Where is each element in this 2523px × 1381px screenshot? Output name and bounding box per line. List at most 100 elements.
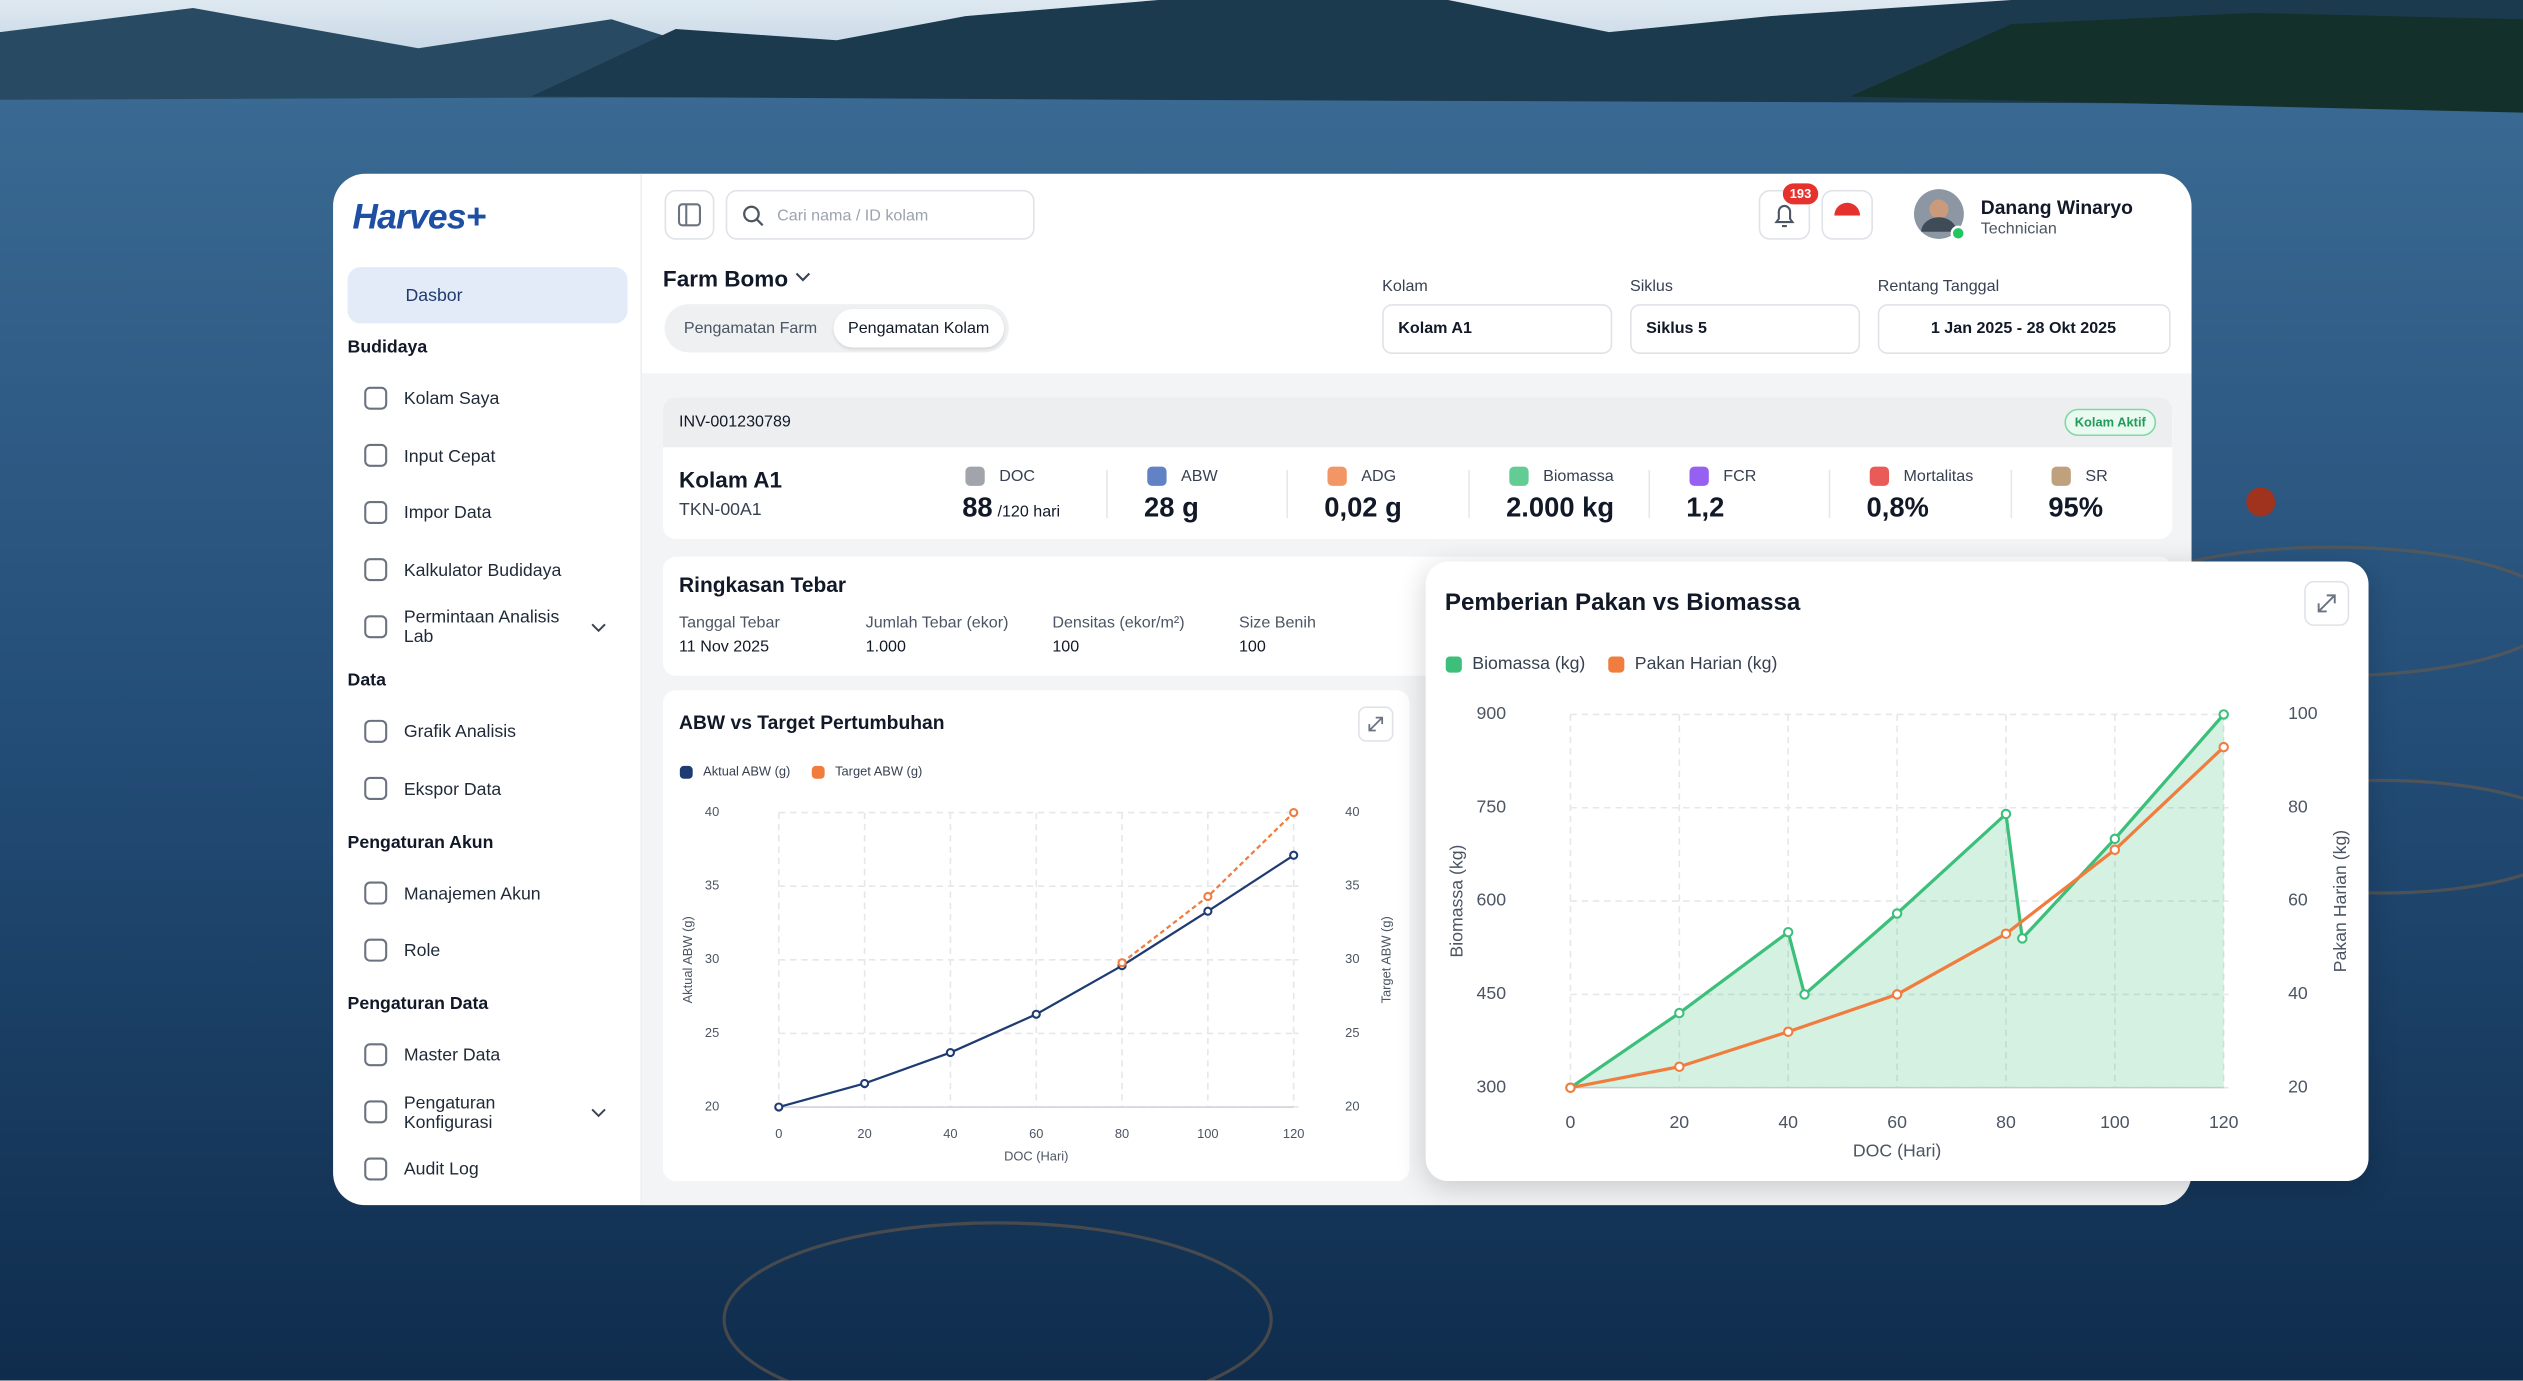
point bbox=[1674, 1061, 1685, 1072]
pond-name: Kolam A1 bbox=[679, 466, 783, 493]
language-button[interactable] bbox=[1821, 189, 1873, 240]
metric-icon bbox=[1327, 466, 1347, 486]
metric-label: ABW bbox=[1181, 468, 1218, 486]
stocking-title: Ringkasan Tebar bbox=[679, 572, 847, 597]
y2-tick-label: 60 bbox=[2288, 890, 2308, 910]
nav-item[interactable]: Kolam Saya bbox=[403, 389, 500, 409]
y-axis-title: Aktual ABW (g) bbox=[680, 916, 695, 1003]
y2-tick-label: 20 bbox=[2288, 1076, 2308, 1096]
tab[interactable]: Pengamatan Kolam bbox=[847, 320, 990, 338]
metric-label: SR bbox=[2085, 468, 2108, 486]
filter-label: Siklus bbox=[1629, 278, 1673, 297]
point bbox=[1782, 926, 1794, 938]
filter-label: Rentang Tanggal bbox=[1877, 278, 2000, 297]
farm-name[interactable]: Farm Bomo bbox=[662, 265, 789, 292]
y2-tick-label: 20 bbox=[1345, 1098, 1359, 1113]
nav-item[interactable]: Audit Log bbox=[403, 1160, 479, 1180]
metric-icon bbox=[1869, 466, 1890, 486]
logo: Harves+ bbox=[352, 196, 486, 237]
nav-item[interactable]: Grafik Analisis bbox=[403, 722, 517, 742]
point bbox=[2218, 709, 2229, 720]
search-placeholder: Cari nama / ID kolam bbox=[777, 207, 929, 226]
avatar[interactable] bbox=[1913, 188, 1971, 246]
point bbox=[1289, 807, 1299, 818]
y2-tick-label: 40 bbox=[1345, 804, 1359, 819]
y-tick-label: 900 bbox=[1477, 703, 1507, 723]
point bbox=[2218, 741, 2229, 753]
nav-item[interactable]: Input Cepat bbox=[403, 446, 496, 466]
y-tick-label: 35 bbox=[705, 878, 719, 893]
nav-item[interactable]: Manajemen Akun bbox=[403, 884, 541, 904]
icon bbox=[364, 1100, 388, 1124]
user-role: Technician bbox=[1980, 220, 2057, 239]
metric-value: 1,2 bbox=[1686, 492, 1724, 524]
icon bbox=[364, 938, 388, 962]
legend-label: Aktual ABW (g) bbox=[703, 764, 790, 779]
nav-label: Dasbor bbox=[405, 286, 463, 306]
nav-item[interactable]: Ekspor Data bbox=[403, 779, 502, 799]
point bbox=[1782, 1026, 1794, 1037]
flag-icon bbox=[1834, 202, 1861, 229]
icon bbox=[364, 386, 388, 410]
filter-select[interactable]: Kolam A1 bbox=[1382, 304, 1613, 354]
field-value: 11 Nov 2025 bbox=[679, 638, 770, 657]
filter-select[interactable]: 1 Jan 2025 - 28 Okt 2025 bbox=[1877, 304, 2171, 354]
point bbox=[1891, 989, 1903, 1000]
x-tick-label: 120 bbox=[1283, 1126, 1304, 1141]
point bbox=[1674, 1007, 1685, 1019]
metric-unit: /120 hari bbox=[997, 503, 1061, 522]
nav-item[interactable]: Kalkulator Budidaya bbox=[403, 560, 562, 581]
y2-tick-label: 30 bbox=[1345, 951, 1359, 966]
y2-tick-label: 100 bbox=[2288, 703, 2318, 723]
expand-button[interactable] bbox=[2304, 580, 2350, 626]
x-tick-label: 60 bbox=[1029, 1126, 1043, 1141]
area bbox=[1570, 714, 2224, 1088]
y-tick-label: 600 bbox=[1477, 890, 1507, 910]
metric-value: 0,8% bbox=[1867, 492, 1929, 524]
icon bbox=[364, 776, 388, 800]
nav-item[interactable]: Master Data bbox=[403, 1045, 501, 1066]
nav-item[interactable]: Role bbox=[403, 941, 441, 961]
metric-label: ADG bbox=[1361, 468, 1397, 486]
sidebar-toggle[interactable] bbox=[664, 189, 715, 240]
y-tick-label: 450 bbox=[1477, 983, 1507, 1003]
active-tab-bg bbox=[833, 308, 1005, 348]
legend-label: Target ABW (g) bbox=[835, 764, 922, 779]
metric-label: DOC bbox=[999, 468, 1036, 486]
tab[interactable]: Pengamatan Farm bbox=[683, 320, 818, 338]
nav-item-active[interactable] bbox=[347, 267, 628, 324]
nav-item[interactable]: Impor Data bbox=[403, 503, 492, 523]
y-tick-label: 40 bbox=[705, 804, 719, 819]
y-tick-label: 25 bbox=[705, 1025, 719, 1040]
filter-value: 1 Jan 2025 - 28 Okt 2025 bbox=[1930, 320, 2117, 338]
metric-value: 0,02 g bbox=[1324, 492, 1402, 524]
legend-marker bbox=[810, 764, 827, 781]
metric-icon bbox=[1509, 466, 1529, 486]
x-tick-label: 120 bbox=[2209, 1112, 2239, 1132]
metric-icon bbox=[2051, 466, 2071, 486]
filter-value: Kolam A1 bbox=[1398, 320, 1472, 338]
point bbox=[2109, 844, 2121, 855]
pond-code: TKN-00A1 bbox=[679, 500, 762, 520]
point bbox=[2000, 808, 2012, 820]
x-axis-title: DOC (Hari) bbox=[1004, 1148, 1068, 1163]
y-tick-label: 20 bbox=[705, 1098, 719, 1113]
filter-select[interactable]: Siklus 5 bbox=[1629, 304, 1861, 354]
field-label: Size Benih bbox=[1238, 614, 1316, 633]
nav-item[interactable]: Pengaturan Konfigurasi bbox=[403, 1093, 496, 1132]
field-value: 100 bbox=[1238, 638, 1266, 657]
metric-icon bbox=[965, 466, 985, 486]
icon bbox=[364, 719, 388, 743]
metric-label: Biomassa bbox=[1543, 468, 1614, 486]
search-box[interactable]: Cari nama / ID kolam bbox=[725, 189, 1035, 240]
expand-button[interactable] bbox=[1358, 706, 1394, 742]
point bbox=[1891, 908, 1903, 919]
metric-value: 28 g bbox=[1144, 492, 1199, 524]
nav-item[interactable]: Permintaan Analisis Lab bbox=[403, 608, 560, 647]
legend-marker bbox=[678, 764, 695, 781]
point bbox=[2017, 933, 2028, 944]
y2-tick-label: 35 bbox=[1345, 878, 1359, 893]
chart-title: Pemberian Pakan vs Biomassa bbox=[1445, 589, 1801, 616]
